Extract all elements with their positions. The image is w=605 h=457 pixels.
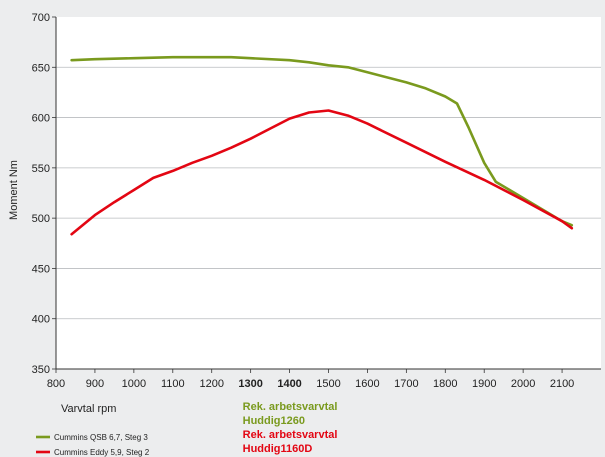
x-tick-label-1700: 1700: [394, 378, 418, 390]
data-point-s1-15: [367, 123, 368, 124]
data-point-s1-0: [71, 234, 72, 235]
data-point-s0-9: [328, 65, 329, 66]
data-point-s1-4: [153, 177, 154, 178]
legend-label-1: Cummins Eddy 5,9, Steg 2: [54, 448, 150, 457]
plot-area: [56, 17, 601, 369]
y-tick-label-450: 450: [32, 263, 50, 275]
y-tick-label-600: 600: [32, 113, 50, 125]
data-point-s1-21: [571, 228, 572, 229]
data-point-s1-1: [94, 215, 95, 216]
x-tick-label-1900: 1900: [472, 378, 496, 390]
x-axis-title: Varvtal rpm: [61, 403, 116, 415]
data-point-s1-14: [347, 115, 348, 116]
data-point-s0-11: [367, 72, 368, 73]
data-point-s1-2: [114, 201, 115, 202]
data-point-s0-8: [308, 62, 309, 63]
data-point-s0-4: [211, 57, 212, 58]
data-point-s0-6: [250, 58, 251, 59]
data-point-s0-13: [425, 88, 426, 89]
annotations: Rek. arbetsvarvtal Huddig1260 Rek. arbetsv…: [243, 401, 338, 455]
data-point-s0-14: [445, 96, 446, 97]
y-tick-label-500: 500: [32, 213, 50, 225]
data-point-s1-11: [289, 118, 290, 119]
x-tick-label-1200: 1200: [199, 378, 223, 390]
data-point-s0-1: [94, 59, 95, 60]
data-point-s1-12: [308, 112, 309, 113]
data-point-s1-17: [445, 161, 446, 162]
x-tick-label-1400: 1400: [277, 378, 301, 390]
data-point-s1-6: [192, 162, 193, 163]
data-point-s1-18: [484, 179, 485, 180]
y-axis-title: Moment Nm: [8, 160, 20, 220]
data-point-s0-18: [495, 181, 496, 182]
data-point-s1-5: [172, 170, 173, 171]
x-tick-label-1500: 1500: [316, 378, 340, 390]
annotation-1: Huddig1260: [243, 415, 305, 427]
y-tick-label-550: 550: [32, 163, 50, 175]
y-tick-label-400: 400: [32, 314, 50, 326]
legend: Cummins QSB 6,7, Steg 3 Cummins Eddy 5,9,…: [36, 433, 150, 457]
x-tick-label-800: 800: [47, 378, 65, 390]
data-point-s0-21: [571, 225, 572, 226]
data-point-s1-9: [250, 138, 251, 139]
x-tick-label-1600: 1600: [355, 378, 379, 390]
data-point-s1-16: [406, 142, 407, 143]
data-point-s0-7: [289, 60, 290, 61]
x-tick-label-2000: 2000: [511, 378, 535, 390]
annotation-0: Rek. arbetsvarvtal: [243, 401, 338, 413]
x-tick-label-900: 900: [86, 378, 104, 390]
annotation-3: Huddig1160D: [243, 443, 313, 455]
data-point-s1-20: [561, 221, 562, 222]
y-tick-label-700: 700: [32, 12, 50, 24]
data-point-s1-13: [328, 110, 329, 111]
data-point-s1-7: [211, 155, 212, 156]
data-point-s0-10: [347, 67, 348, 68]
data-point-s0-16: [468, 127, 469, 128]
x-tick-label-1000: 1000: [122, 378, 146, 390]
data-point-s0-3: [172, 57, 173, 58]
data-point-s0-0: [71, 60, 72, 61]
x-tick-label-1800: 1800: [433, 378, 457, 390]
x-tick-label-1300: 1300: [238, 378, 262, 390]
data-point-s0-5: [231, 57, 232, 58]
data-point-s1-19: [523, 199, 524, 200]
data-point-s1-8: [231, 147, 232, 148]
x-tick-label-2100: 2100: [550, 378, 574, 390]
data-point-s0-17: [484, 162, 485, 163]
data-point-s1-3: [133, 189, 134, 190]
y-tick-label-350: 350: [32, 364, 50, 376]
legend-label-0: Cummins QSB 6,7, Steg 3: [54, 433, 148, 442]
x-tick-label-1100: 1100: [161, 378, 185, 390]
data-point-s0-2: [133, 58, 134, 59]
data-point-s0-12: [406, 82, 407, 83]
y-tick-label-650: 650: [32, 62, 50, 74]
data-point-s1-10: [270, 128, 271, 129]
data-point-s0-15: [456, 103, 457, 104]
annotation-2: Rek. arbetsvarvtal: [243, 429, 338, 441]
